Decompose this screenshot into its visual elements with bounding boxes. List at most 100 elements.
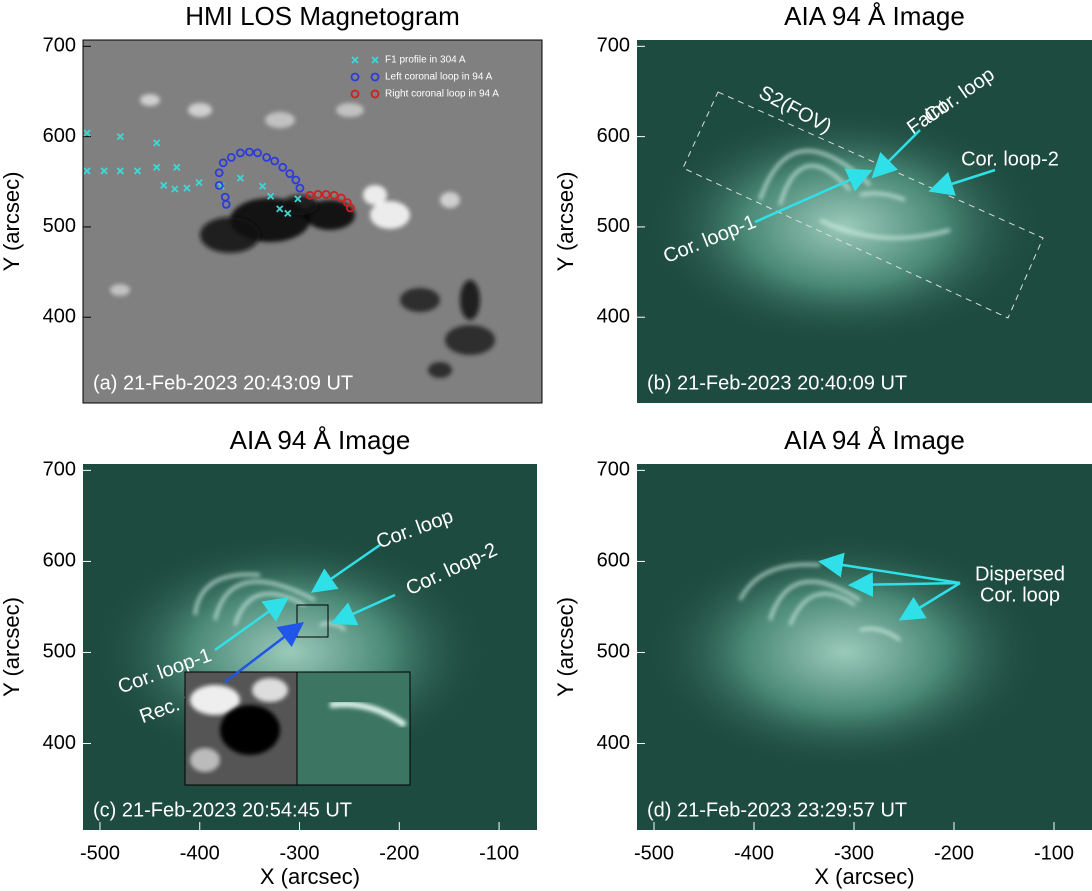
feature <box>305 200 355 230</box>
annotation: Dispersed <box>975 563 1065 585</box>
feature <box>460 280 480 320</box>
y-axis-label: Y (arcsec) <box>553 597 578 697</box>
y-tick-label: 600 <box>597 550 630 572</box>
point <box>235 148 245 158</box>
inset-feature <box>252 678 288 702</box>
loop <box>213 580 316 621</box>
loop <box>859 627 901 642</box>
legend-marker <box>371 56 379 64</box>
point <box>133 167 142 175</box>
magnetogram-features <box>110 94 495 378</box>
y-tick-label: 700 <box>597 35 630 57</box>
legend-marker <box>370 72 380 82</box>
y-axis-label: Y (arcsec) <box>553 172 578 272</box>
legend-marker <box>350 72 360 82</box>
legend-marker <box>351 56 359 64</box>
glow <box>644 106 1045 347</box>
panel-title: AIA 94 Å Image <box>784 425 965 455</box>
point <box>116 167 124 175</box>
y-tick-label: 400 <box>597 305 630 327</box>
point <box>236 174 245 182</box>
point <box>214 180 224 190</box>
feature <box>400 288 440 312</box>
panel-title: AIA 94 Å Image <box>230 425 411 455</box>
point <box>214 168 224 178</box>
legend-label: Right coronal loop in 94 A <box>385 89 499 100</box>
y-tick-label: 700 <box>43 35 76 57</box>
y-tick-label: 500 <box>597 215 630 237</box>
x-tick-label: -400 <box>734 842 774 864</box>
point <box>195 179 203 187</box>
fov-box <box>682 91 1044 319</box>
x-axis-label: X (arcsec) <box>260 864 360 889</box>
point <box>83 129 91 137</box>
feature <box>110 284 130 296</box>
panel-caption: (d) 21-Feb-2023 23:29:57 UT <box>647 799 907 821</box>
point <box>173 163 181 171</box>
point <box>100 167 108 175</box>
y-tick-label: 400 <box>43 732 76 754</box>
point <box>345 203 355 213</box>
x-tick-label: -200 <box>379 842 419 864</box>
y-tick-label: 600 <box>597 125 630 147</box>
point <box>116 132 124 141</box>
feature <box>440 192 460 208</box>
arrow <box>330 593 396 626</box>
point <box>313 190 323 199</box>
point <box>295 183 305 193</box>
x-tick-label: -300 <box>834 842 874 864</box>
feature <box>140 94 160 106</box>
point <box>245 147 254 157</box>
y-tick-label: 400 <box>597 732 630 754</box>
arrow <box>818 552 961 585</box>
x-tick-label: -100 <box>1034 842 1074 864</box>
inset-feature <box>220 705 280 755</box>
annotation: Cor. loop <box>980 584 1060 606</box>
annotation: Cor. loop-2 <box>961 148 1059 170</box>
feature <box>200 217 260 253</box>
y-axis-label: Y (arcsec) <box>0 597 24 697</box>
arrow <box>848 572 961 598</box>
inset-loop <box>329 701 407 728</box>
point <box>291 175 301 185</box>
point <box>278 162 288 172</box>
rec-box <box>296 604 329 638</box>
arrow <box>224 621 304 683</box>
loop <box>859 191 906 202</box>
point <box>305 190 315 200</box>
loop <box>778 164 852 206</box>
point <box>276 205 284 213</box>
panel-title: HMI LOS Magnetogram <box>185 1 460 31</box>
point <box>171 185 179 193</box>
panel-caption: (c) 21-Feb-2023 20:54:45 UT <box>93 799 352 821</box>
x-tick-label: -400 <box>180 842 220 864</box>
point <box>153 139 161 147</box>
y-tick-label: 700 <box>43 459 76 481</box>
loops <box>738 562 901 642</box>
arrow <box>898 581 961 621</box>
x-tick-label: -200 <box>934 842 974 864</box>
feature <box>265 112 295 128</box>
y-tick-label: 500 <box>43 215 76 237</box>
x-tick-label: -300 <box>280 842 320 864</box>
y-tick-label: 500 <box>597 641 630 663</box>
y-tick-label: 500 <box>43 641 76 663</box>
point <box>262 152 272 162</box>
inset-feature <box>190 748 220 772</box>
loop <box>768 580 861 621</box>
legend-marker <box>370 89 380 99</box>
arrow <box>928 168 996 196</box>
inset-euv <box>296 671 411 786</box>
arrow <box>214 597 290 652</box>
point <box>220 192 230 202</box>
loop <box>738 562 821 601</box>
point <box>285 169 295 179</box>
point <box>294 195 302 203</box>
loops <box>193 573 347 632</box>
point <box>336 193 346 203</box>
loop <box>233 592 306 626</box>
loop <box>819 218 951 240</box>
panel-title: AIA 94 Å Image <box>784 1 965 31</box>
point <box>266 192 275 200</box>
point <box>83 167 91 175</box>
